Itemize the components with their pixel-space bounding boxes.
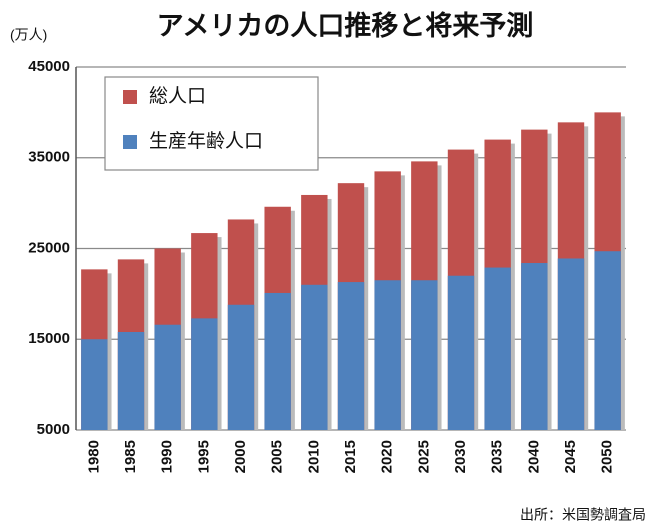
x-tick-label: 2035 bbox=[489, 440, 506, 473]
x-tick-label: 1985 bbox=[122, 440, 139, 473]
x-tick-label: 2050 bbox=[599, 440, 616, 473]
x-tick-label: 2010 bbox=[305, 440, 322, 473]
x-tick-label: 1980 bbox=[85, 440, 102, 473]
x-tick-label: 2000 bbox=[232, 440, 249, 473]
bar bbox=[191, 318, 218, 430]
bar bbox=[557, 258, 585, 430]
bar bbox=[594, 251, 621, 430]
bar bbox=[117, 331, 145, 430]
x-tick-label: 1995 bbox=[195, 440, 212, 473]
legend-box bbox=[104, 76, 319, 171]
bar bbox=[411, 280, 438, 430]
legend-label: 生産年齢人口 bbox=[149, 130, 263, 152]
bar bbox=[521, 263, 548, 430]
bar bbox=[484, 267, 511, 430]
x-tick-label: 2015 bbox=[342, 440, 359, 473]
y-tick-label: 35000 bbox=[28, 149, 70, 166]
bar bbox=[374, 280, 401, 430]
x-tick-label: 2045 bbox=[562, 440, 579, 473]
x-tick-label: 2040 bbox=[525, 440, 542, 473]
bar bbox=[227, 304, 255, 430]
y-tick-label: 15000 bbox=[28, 330, 70, 347]
bar bbox=[337, 282, 365, 430]
source-note: 出所：米国勢調査局 bbox=[520, 507, 646, 523]
bar bbox=[447, 275, 475, 430]
bar bbox=[264, 292, 291, 430]
x-tick-label: 2025 bbox=[415, 440, 432, 473]
chart-title: アメリカの人口推移と将来予測 bbox=[157, 11, 534, 41]
bar bbox=[81, 339, 108, 430]
x-tick-label: 2020 bbox=[379, 440, 396, 473]
bar bbox=[301, 284, 328, 430]
x-tick-label: 1990 bbox=[159, 440, 176, 473]
x-tick-label: 2030 bbox=[452, 440, 469, 473]
y-axis-label: (万人) bbox=[10, 27, 47, 43]
legend-label: 総人口 bbox=[149, 85, 206, 107]
legend-swatch bbox=[123, 135, 137, 149]
y-tick-label: 45000 bbox=[28, 58, 70, 75]
x-tick-label: 2005 bbox=[269, 440, 286, 473]
y-tick-label: 5000 bbox=[37, 421, 70, 438]
bar bbox=[154, 324, 181, 430]
legend-swatch bbox=[123, 90, 137, 104]
y-tick-label: 25000 bbox=[28, 239, 70, 256]
